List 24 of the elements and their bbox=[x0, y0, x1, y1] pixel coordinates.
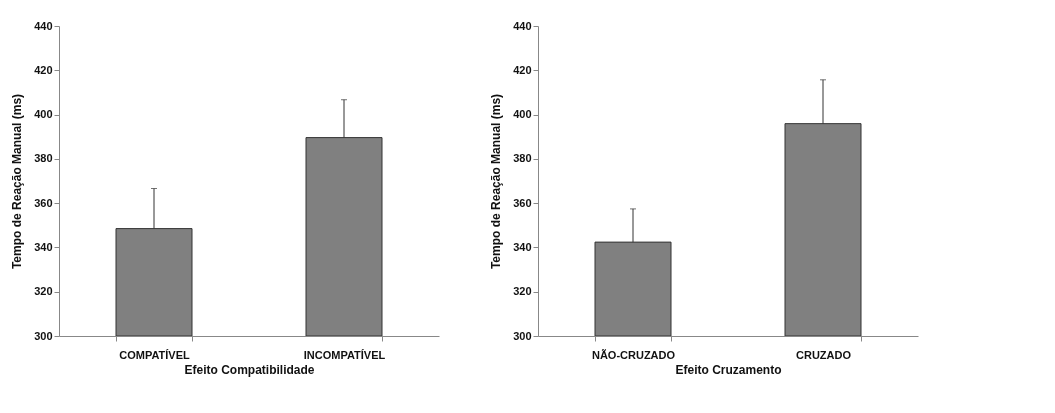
y-tick-label: 420 bbox=[513, 63, 532, 76]
y-tick-label: 440 bbox=[34, 19, 53, 32]
y-axis-title: Tempo de Reação Manual (ms) bbox=[489, 93, 504, 270]
y-tick-label: 440 bbox=[513, 19, 532, 32]
y-tick-label: 380 bbox=[513, 152, 532, 165]
y-tick-label: 320 bbox=[34, 285, 53, 298]
y-tick-label: 400 bbox=[513, 108, 532, 121]
y-tick-label: 300 bbox=[513, 329, 532, 342]
x-axis-title: Efeito Compatibilidade bbox=[184, 362, 315, 377]
x-tick-label: NÃO-CRUZADO bbox=[591, 348, 676, 361]
y-tick-label: 400 bbox=[34, 108, 53, 121]
y-tick-label: 340 bbox=[513, 240, 532, 253]
x-axis-title: Efeito Cruzamento bbox=[675, 362, 782, 377]
x-tick-label: INCOMPATÍVEL bbox=[303, 348, 386, 361]
y-tick-label: 300 bbox=[34, 329, 53, 342]
x-tick-label: CRUZADO bbox=[796, 348, 852, 361]
y-tick-label: 360 bbox=[34, 196, 53, 209]
y-tick-label: 380 bbox=[34, 152, 53, 165]
y-tick-label: 360 bbox=[513, 196, 532, 209]
x-tick-label: COMPATÍVEL bbox=[119, 348, 191, 361]
y-tick-label: 320 bbox=[513, 285, 532, 298]
y-tick-label: 340 bbox=[34, 240, 53, 253]
y-tick-label: 420 bbox=[34, 63, 53, 76]
y-axis-title: Tempo de Reação Manual (ms) bbox=[10, 93, 25, 270]
